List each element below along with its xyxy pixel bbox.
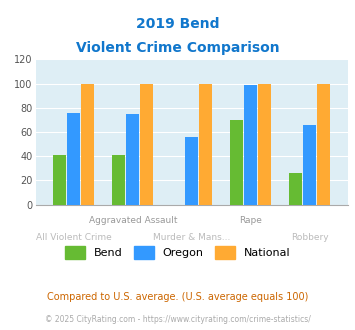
Text: 2019 Bend: 2019 Bend — [136, 16, 219, 30]
Bar — [199, 83, 212, 205]
Text: Robbery: Robbery — [291, 233, 328, 242]
Bar — [244, 85, 257, 205]
Text: © 2025 CityRating.com - https://www.cityrating.com/crime-statistics/: © 2025 CityRating.com - https://www.city… — [45, 315, 310, 324]
Bar — [303, 125, 316, 205]
Bar — [140, 83, 153, 205]
Bar — [81, 83, 94, 205]
Bar — [126, 114, 139, 205]
Bar — [67, 113, 80, 205]
Bar — [54, 155, 66, 205]
Legend: Bend, Oregon, National: Bend, Oregon, National — [65, 247, 290, 259]
Bar — [317, 83, 330, 205]
Text: Violent Crime Comparison: Violent Crime Comparison — [76, 41, 279, 55]
Text: Aggravated Assault: Aggravated Assault — [88, 216, 177, 225]
Text: Rape: Rape — [239, 216, 262, 225]
Text: All Violent Crime: All Violent Crime — [36, 233, 112, 242]
Bar — [258, 83, 271, 205]
Bar — [289, 173, 302, 205]
Text: Murder & Mans...: Murder & Mans... — [153, 233, 230, 242]
Bar — [185, 137, 198, 205]
Bar — [230, 120, 243, 205]
Text: Compared to U.S. average. (U.S. average equals 100): Compared to U.S. average. (U.S. average … — [47, 292, 308, 302]
Bar — [113, 155, 125, 205]
